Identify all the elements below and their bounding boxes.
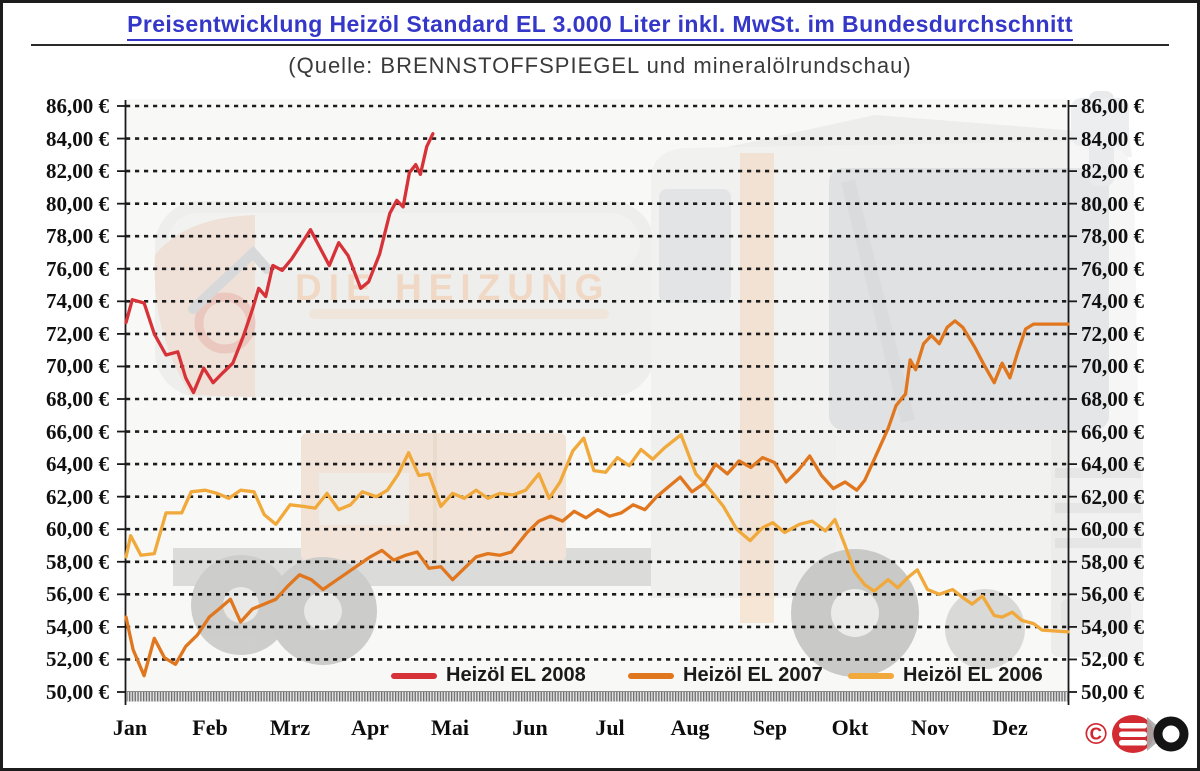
y-axis-label-right: 54,00 € — [1081, 614, 1144, 639]
month-label-dez: Dez — [992, 715, 1028, 740]
y-axis-label-left: 76,00 € — [46, 256, 109, 281]
page-title: Preisentwicklung Heizöl Standard EL 3.00… — [3, 11, 1197, 41]
legend-item: Heizöl EL 2008 — [391, 664, 586, 687]
y-axis-label-right: 58,00 € — [1081, 549, 1144, 574]
legend-swatch-icon — [848, 672, 894, 679]
front-wheel-small — [945, 589, 1025, 669]
y-axis-label-left: 68,00 € — [46, 387, 109, 411]
data-series — [124, 132, 1070, 678]
month-label-jul: Jul — [595, 715, 625, 740]
month-label-apr: Apr — [351, 715, 389, 740]
y-axis-label-right: 66,00 € — [1081, 419, 1144, 444]
legend-label: Heizöl EL 2008 — [446, 664, 586, 686]
month-label-mai: Mai — [431, 715, 469, 740]
y-axis-label-left: 72,00 € — [46, 321, 109, 346]
chart-source-subtitle: (Quelle: BRENNSTOFFSPIEGEL und mineralöl… — [288, 53, 912, 78]
tank-emblem — [194, 292, 256, 354]
gridlines — [126, 104, 1068, 661]
month-label-feb: Feb — [192, 715, 228, 740]
side-window — [659, 189, 731, 303]
roof-deflector — [663, 115, 1132, 185]
month-label-mrz: Mrz — [269, 715, 311, 740]
y-axis-label-left: 78,00 € — [46, 224, 109, 249]
legend-item: Heizöl EL 2006 — [848, 664, 1043, 687]
y-axis-label-right: 80,00 € — [1081, 191, 1144, 216]
legend-swatch-icon — [628, 672, 674, 679]
y-axis-label-left: 80,00 € — [46, 191, 109, 216]
y-axis-label-left: 74,00 € — [46, 289, 109, 314]
y-axis-label-left: 64,00 € — [46, 452, 109, 477]
windshield — [829, 168, 1109, 430]
y-axis-label-left: 54,00 € — [46, 614, 109, 639]
title-divider — [31, 44, 1169, 46]
legend-swatch-icon — [391, 672, 437, 679]
series-line-heizöl-el-2008 — [124, 132, 435, 395]
legend-item: Heizöl EL 2007 — [628, 664, 823, 687]
y-axis-label-right: 68,00 € — [1081, 387, 1144, 411]
page-title-text: Preisentwicklung Heizöl Standard EL 3.00… — [127, 11, 1073, 41]
y-axis-label-right: 50,00 € — [1081, 680, 1144, 704]
side-mirror — [1071, 98, 1129, 146]
copyright-icon: © — [1085, 718, 1107, 751]
cab-body — [651, 141, 1141, 563]
axes — [117, 100, 1077, 705]
watermark-tagline-blur — [309, 309, 609, 319]
y-axis-label-left: 52,00 € — [46, 647, 109, 672]
y-axis-label-left: 62,00 € — [46, 484, 109, 509]
cab-orange-stripe — [740, 153, 774, 623]
month-label-sep: Sep — [752, 715, 788, 740]
y-axis-label-left: 84,00 € — [46, 126, 109, 151]
y-axis-label-left: 50,00 € — [46, 680, 109, 704]
mirror-arm — [1089, 91, 1114, 186]
rear-wheel — [191, 555, 291, 655]
publisher-logo: © — [1085, 715, 1189, 753]
month-label-aug: Aug — [670, 715, 710, 740]
y-axis-label-right: 56,00 € — [1081, 582, 1144, 607]
y-axis-label-right: 52,00 € — [1081, 647, 1144, 672]
legend-label: Heizöl EL 2007 — [683, 664, 823, 686]
y-axis-label-right: 84,00 € — [1081, 126, 1144, 151]
rear-wheel — [269, 557, 377, 665]
y-axis-label-left: 60,00 € — [46, 517, 109, 542]
month-label-nov: Nov — [911, 715, 949, 740]
y-axis-label-right: 74,00 € — [1081, 289, 1144, 314]
tank-front-sheen — [154, 215, 255, 397]
front-grille — [1051, 431, 1143, 657]
month-label-jun: Jun — [512, 715, 548, 740]
headlight — [1061, 599, 1131, 629]
tank-body — [155, 201, 655, 397]
y-axis-label-right: 70,00 € — [1081, 354, 1144, 379]
y-axis-label-left: 82,00 € — [46, 159, 109, 184]
y-axis-label-right: 64,00 € — [1081, 452, 1144, 477]
daily-tick-band — [126, 691, 1068, 702]
y-axis-label-left: 86,00 € — [46, 94, 109, 118]
y-axis-label-right: 60,00 € — [1081, 517, 1144, 542]
price-chart: DIE HEIZUNG — [117, 91, 1143, 705]
legend-label: Heizöl EL 2006 — [903, 664, 1043, 686]
y-axis-label-right: 82,00 € — [1081, 159, 1144, 184]
y-axis-label-left: 66,00 € — [46, 419, 109, 444]
month-label-jan: Jan — [112, 715, 148, 740]
y-axis-label-left: 56,00 € — [46, 582, 109, 607]
y-axis-label-right: 86,00 € — [1081, 94, 1144, 118]
month-label-okt: Okt — [831, 715, 869, 740]
tank-highlight — [168, 213, 640, 271]
y-axis-label-left: 58,00 € — [46, 549, 109, 574]
y-axis-label-right: 62,00 € — [1081, 484, 1144, 509]
y-axis-label-right: 76,00 € — [1081, 256, 1144, 281]
y-axis-label-right: 78,00 € — [1081, 224, 1144, 249]
series-line-heizöl-el-2006 — [124, 433, 1070, 634]
tank-chevron — [188, 245, 272, 314]
series-line-heizöl-el-2007 — [124, 319, 1070, 678]
logo-o-ring-icon — [1153, 716, 1189, 752]
y-axis-label-right: 72,00 € — [1081, 321, 1144, 346]
y-axis-label-left: 70,00 € — [46, 354, 109, 379]
